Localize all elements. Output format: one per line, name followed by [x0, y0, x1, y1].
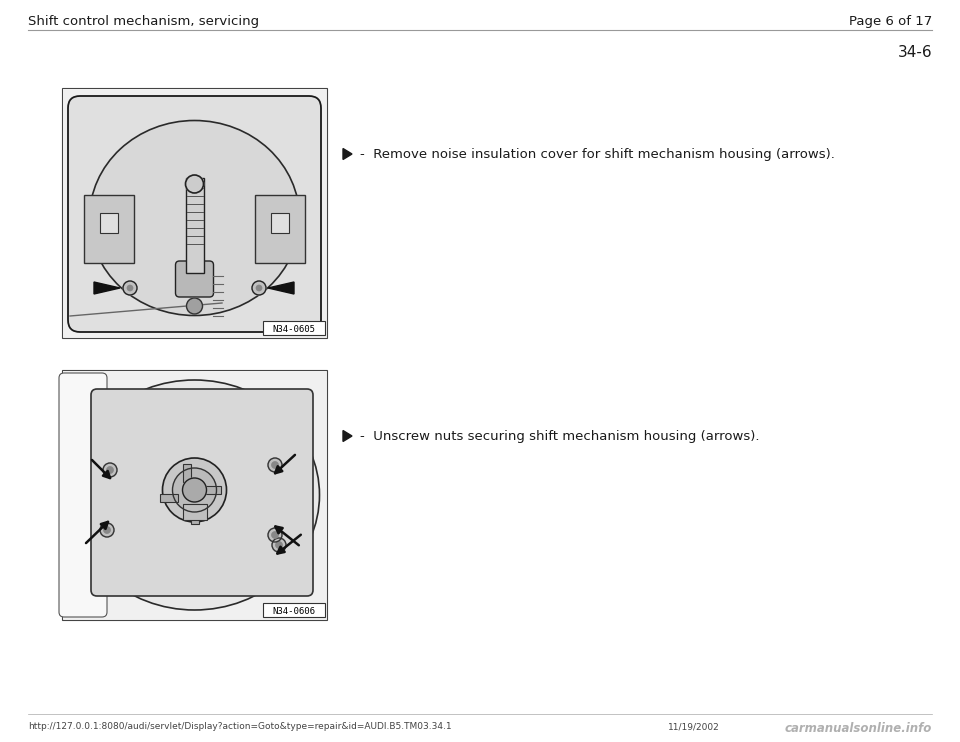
Bar	[63, 89, 326, 337]
Ellipse shape	[89, 120, 300, 315]
FancyBboxPatch shape	[91, 389, 313, 596]
Bar	[182, 504, 206, 520]
Circle shape	[272, 538, 286, 552]
Circle shape	[272, 462, 278, 468]
Circle shape	[185, 175, 204, 193]
Circle shape	[252, 281, 266, 295]
Bar	[62, 88, 327, 338]
Text: http://127.0.0.1:8080/audi/servlet/Display?action=Goto&type=repair&id=AUDI.B5.TM: http://127.0.0.1:8080/audi/servlet/Displ…	[28, 722, 451, 731]
Polygon shape	[94, 282, 120, 294]
Text: N34-0605: N34-0605	[273, 324, 316, 333]
FancyBboxPatch shape	[68, 96, 321, 332]
Bar	[185, 178, 204, 273]
Bar	[263, 321, 325, 335]
Circle shape	[107, 467, 113, 473]
Ellipse shape	[69, 380, 320, 610]
FancyBboxPatch shape	[176, 261, 213, 297]
Circle shape	[103, 463, 117, 477]
Bar	[100, 213, 118, 233]
Bar	[160, 494, 179, 502]
Text: 34-6: 34-6	[898, 45, 932, 60]
Circle shape	[268, 528, 282, 542]
Bar	[263, 603, 325, 617]
Circle shape	[276, 542, 282, 548]
Text: N34-0606: N34-0606	[273, 606, 316, 616]
Circle shape	[186, 298, 203, 314]
Bar	[271, 213, 289, 233]
Bar	[190, 506, 199, 524]
Circle shape	[173, 468, 217, 512]
FancyBboxPatch shape	[255, 195, 305, 263]
Bar	[182, 464, 190, 482]
Bar	[62, 370, 327, 620]
Circle shape	[104, 527, 110, 533]
Circle shape	[100, 523, 114, 537]
Text: 11/19/2002: 11/19/2002	[668, 722, 720, 731]
Circle shape	[256, 285, 262, 291]
Circle shape	[162, 458, 227, 522]
Polygon shape	[343, 430, 352, 441]
FancyBboxPatch shape	[84, 195, 134, 263]
Text: -  Remove noise insulation cover for shift mechanism housing (arrows).: - Remove noise insulation cover for shif…	[360, 148, 835, 161]
Text: Page 6 of 17: Page 6 of 17	[849, 15, 932, 28]
Circle shape	[123, 281, 137, 295]
Circle shape	[127, 285, 133, 291]
Polygon shape	[343, 148, 352, 160]
Polygon shape	[268, 282, 294, 294]
Text: carmanualsonline.info: carmanualsonline.info	[784, 722, 932, 735]
Text: -  Unscrew nuts securing shift mechanism housing (arrows).: - Unscrew nuts securing shift mechanism …	[360, 430, 759, 443]
Circle shape	[268, 458, 282, 472]
Text: Shift control mechanism, servicing: Shift control mechanism, servicing	[28, 15, 259, 28]
Circle shape	[182, 478, 206, 502]
Bar	[203, 486, 221, 494]
Bar	[63, 371, 326, 619]
Circle shape	[272, 531, 278, 539]
FancyBboxPatch shape	[59, 373, 107, 617]
